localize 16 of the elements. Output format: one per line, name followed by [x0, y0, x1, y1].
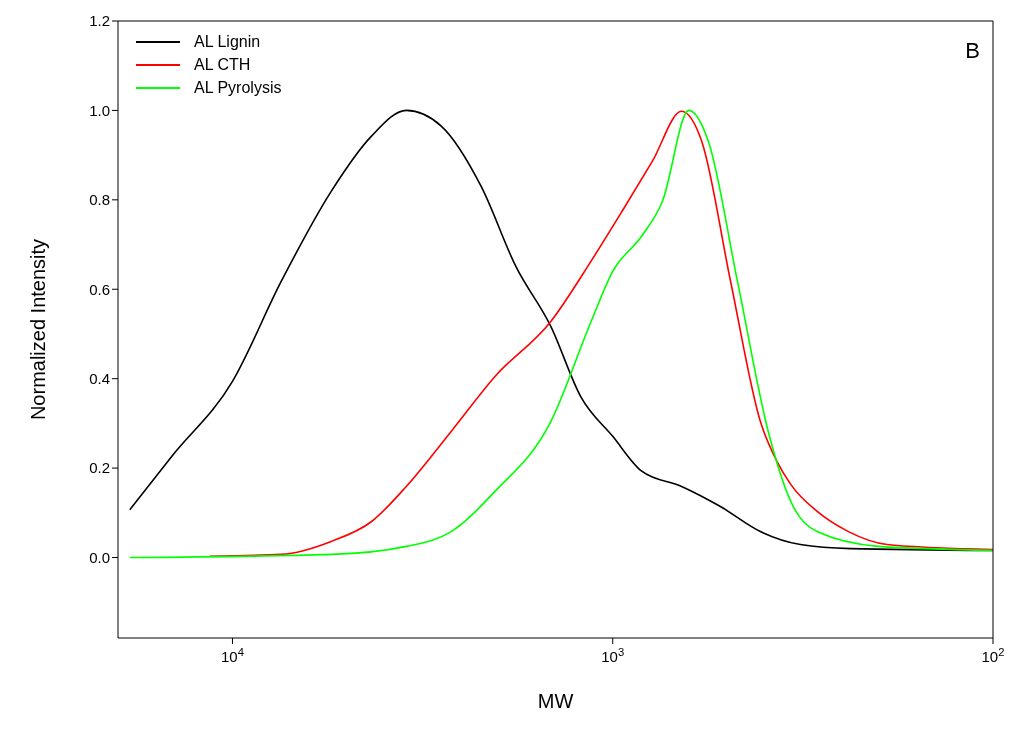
y-tick-label: 0.4	[89, 370, 110, 388]
legend-label: AL Lignin	[194, 32, 261, 51]
legend-label: AL Pyrolysis	[194, 78, 282, 97]
annotation: B	[965, 38, 980, 64]
y-tick-label: 1.2	[89, 12, 110, 30]
x-tick-label: 10$^{3}$	[601, 646, 625, 665]
x-axis-title: MW	[537, 690, 574, 712]
y-tick-label: 0.2	[89, 459, 110, 477]
legend-label: AL CTH	[194, 55, 251, 74]
y-tick-label: 0.0	[89, 548, 110, 566]
y-tick-label: 1.0	[89, 101, 110, 119]
y-tick-label: 0.6	[89, 280, 110, 298]
y-axis-title: Normalized Intensity	[27, 238, 50, 421]
x-tick-label: 10$^{2}$	[981, 646, 1005, 665]
x-tick-label: 10$^{4}$	[220, 646, 244, 665]
y-tick-label: 0.8	[89, 191, 110, 209]
